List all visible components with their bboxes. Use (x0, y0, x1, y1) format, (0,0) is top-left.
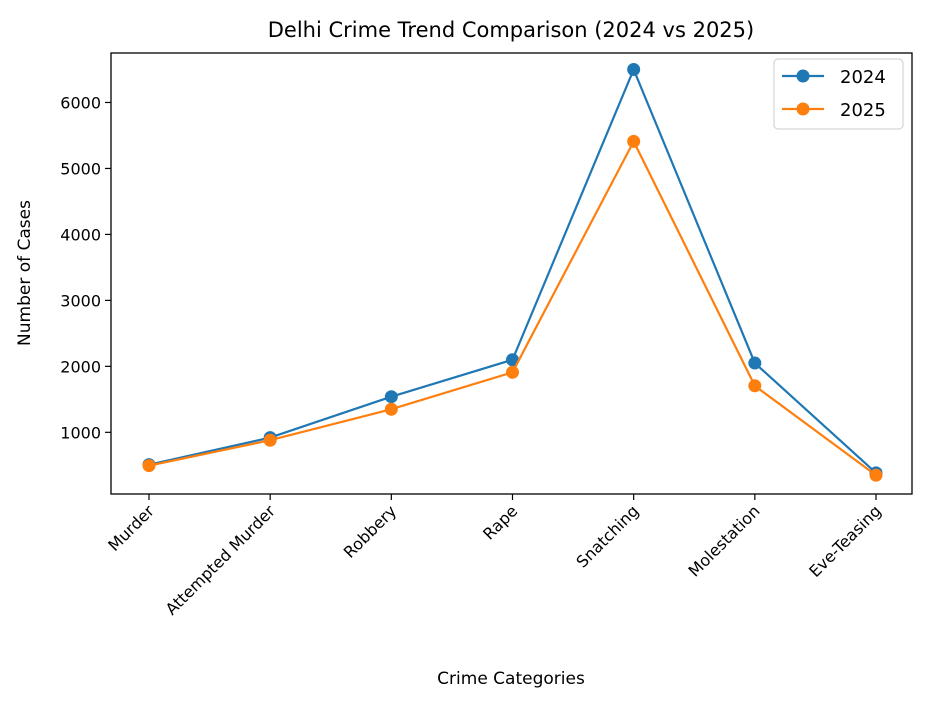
data-point-2025 (263, 433, 277, 447)
data-point-2024 (748, 356, 762, 370)
x-axis: Murder Attempted Murder Robbery Rape Snatchi… (104, 494, 885, 619)
data-point-2025 (142, 459, 156, 473)
legend-label: 2025 (840, 100, 886, 121)
x-tick-label: Snatching (572, 501, 642, 571)
x-tick-label: Robbery (340, 501, 400, 561)
data-point-2025 (627, 134, 641, 148)
data-point-2025 (748, 379, 762, 393)
legend-label: 2024 (840, 67, 886, 88)
legend-marker-2025 (796, 102, 810, 116)
x-tick-label: Murder (104, 501, 158, 555)
data-point-2025 (384, 402, 398, 416)
y-tick-label: 2000 (60, 357, 101, 376)
data-point-2025 (506, 365, 519, 379)
data-point-2024 (627, 62, 641, 76)
x-axis-label: Crime Categories (437, 669, 585, 689)
chart-title: Delhi Crime Trend Comparison (2024 vs 20… (268, 18, 754, 42)
x-tick-label: Attempted Murder (162, 501, 280, 619)
y-axis: 1000 2000 3000 4000 5000 6000 (60, 93, 111, 442)
data-point-2025 (869, 468, 883, 482)
y-tick-label: 5000 (60, 159, 101, 178)
legend: 2024 2025 (773, 58, 904, 130)
series-layer (142, 62, 883, 482)
y-axis-label: Number of Cases (15, 200, 35, 346)
y-tick-label: 6000 (60, 93, 101, 112)
legend-marker-2024 (796, 69, 810, 83)
data-point-2024 (384, 390, 398, 404)
x-tick-label: Molestation (684, 501, 763, 580)
x-tick-label: Rape (479, 501, 521, 543)
data-point-2024 (506, 353, 519, 367)
y-tick-label: 3000 (60, 291, 101, 310)
x-tick-label: Eve-Teasing (805, 501, 885, 581)
y-tick-label: 4000 (60, 225, 101, 244)
y-tick-label: 1000 (60, 423, 101, 442)
